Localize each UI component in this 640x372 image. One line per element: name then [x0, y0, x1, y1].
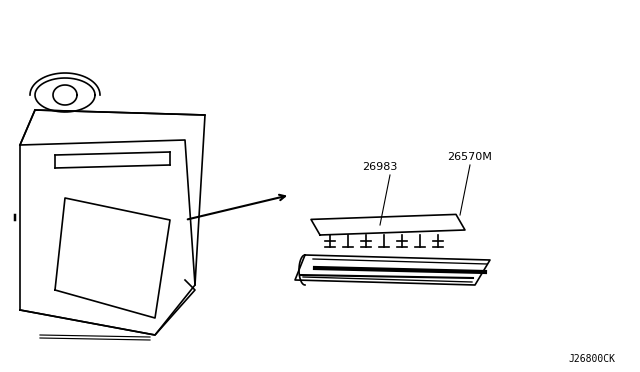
Text: 26983: 26983	[362, 162, 397, 172]
Text: 26570M: 26570M	[447, 152, 492, 162]
Text: J26800CK: J26800CK	[568, 354, 615, 364]
